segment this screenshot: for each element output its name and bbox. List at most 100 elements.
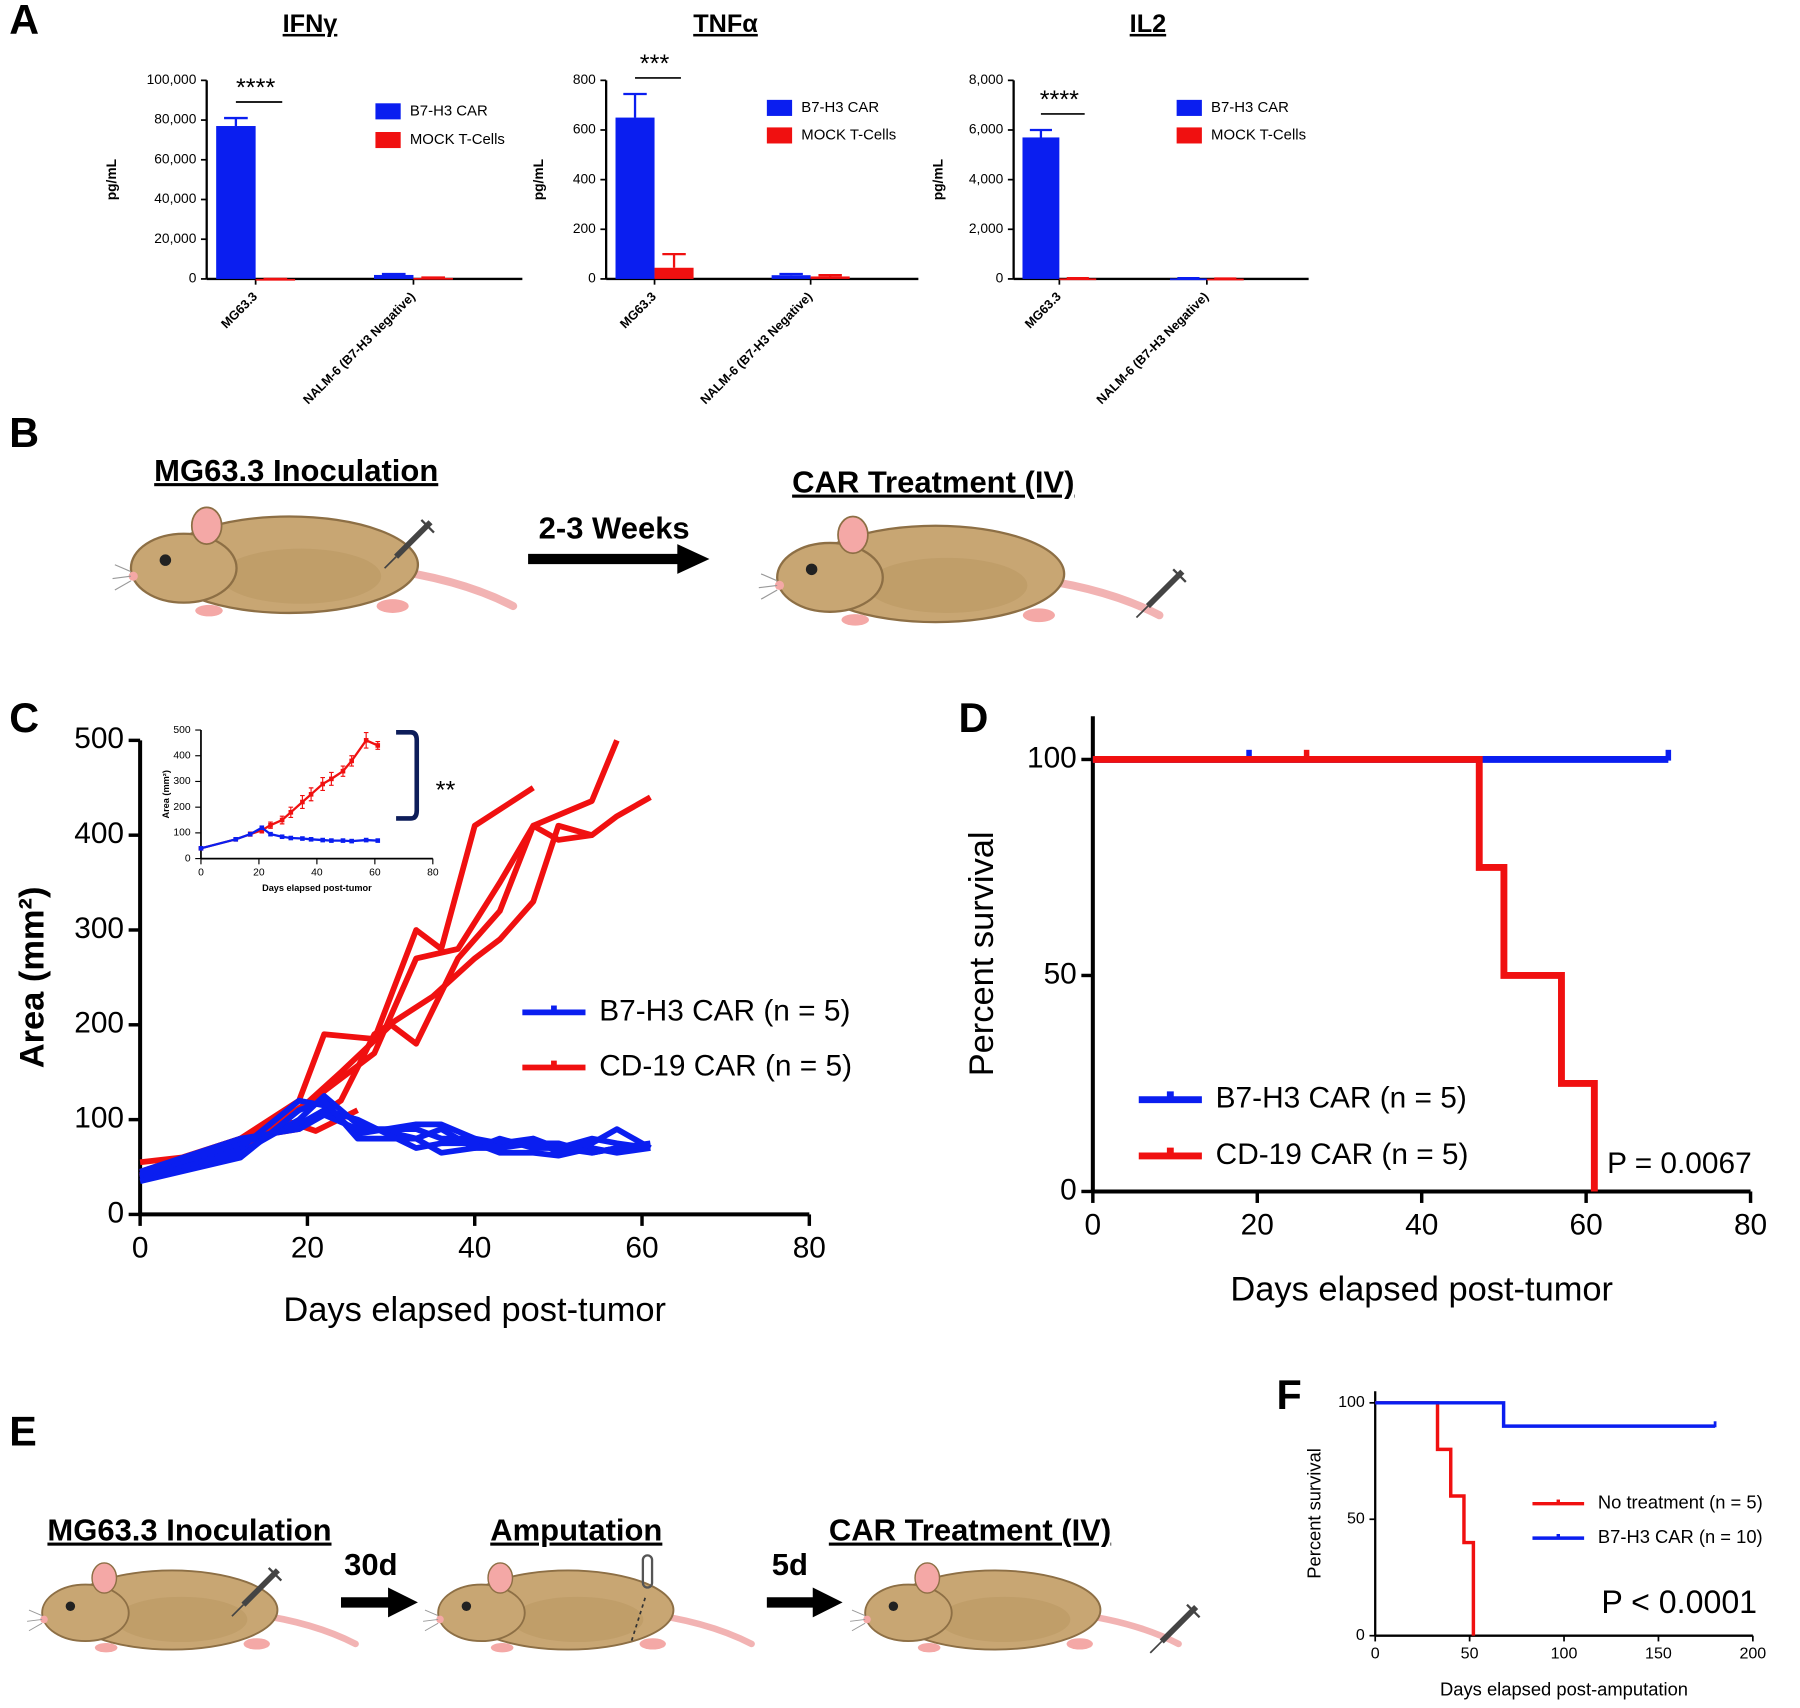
point-marker bbox=[340, 768, 346, 774]
step-label: Amputation bbox=[490, 1513, 662, 1548]
mouse-illustration bbox=[27, 1563, 355, 1652]
arrow-label: 30d bbox=[344, 1547, 397, 1582]
y-tick-label: 8,000 bbox=[969, 72, 1004, 87]
p-value: P < 0.0001 bbox=[1601, 1584, 1757, 1620]
legend-swatch bbox=[766, 127, 793, 144]
panel-label: E bbox=[9, 1409, 37, 1455]
y-tick-label: 50 bbox=[1044, 957, 1077, 990]
x-tick-label: 80 bbox=[1734, 1209, 1767, 1242]
y-tick-label: 60,000 bbox=[154, 151, 196, 166]
y-tick-label: 400 bbox=[74, 817, 124, 850]
panel-label: D bbox=[959, 695, 989, 741]
significance-bracket bbox=[396, 730, 420, 821]
y-tick-label: 500 bbox=[173, 725, 190, 736]
point-marker bbox=[247, 831, 253, 837]
legend-label: B7-H3 CAR bbox=[801, 99, 879, 116]
x-axis-label: Days elapsed post-tumor bbox=[283, 1291, 666, 1329]
y-tick-label: 6,000 bbox=[969, 122, 1004, 137]
legend-swatch bbox=[766, 99, 793, 116]
error-bar bbox=[818, 274, 842, 277]
x-tick-label: 20 bbox=[291, 1232, 324, 1265]
legend-label: CD-19 CAR (n = 5) bbox=[1216, 1138, 1469, 1171]
y-tick-label: 500 bbox=[74, 722, 124, 755]
chart-title: IFNγ bbox=[283, 10, 338, 38]
arrow-head bbox=[812, 1587, 843, 1618]
point-marker bbox=[259, 825, 265, 831]
bar bbox=[810, 276, 850, 279]
y-tick-label: 0 bbox=[1060, 1173, 1077, 1206]
legend-label: MOCK T-Cells bbox=[801, 126, 896, 143]
y-tick-label: 0 bbox=[107, 1196, 124, 1229]
point-marker bbox=[308, 837, 314, 842]
x-tick-label: 150 bbox=[1645, 1645, 1672, 1663]
x-tick-label: 0 bbox=[1371, 1645, 1380, 1663]
x-tick-label: 0 bbox=[198, 867, 204, 878]
y-tick-label: 2,000 bbox=[969, 221, 1004, 236]
panel-label: A bbox=[9, 0, 39, 43]
y-axis-label: pg/mL bbox=[931, 159, 946, 200]
point-marker bbox=[363, 738, 369, 743]
point-marker bbox=[320, 781, 325, 787]
point-marker bbox=[198, 846, 204, 851]
error-bar bbox=[381, 272, 406, 276]
arrow-label: 2-3 Weeks bbox=[539, 510, 690, 545]
survival-curve bbox=[1375, 1401, 1716, 1428]
bar bbox=[1022, 137, 1060, 279]
chart-title: TNFα bbox=[693, 10, 758, 38]
x-tick-label: 50 bbox=[1461, 1645, 1479, 1663]
survival-curve bbox=[1375, 1401, 1476, 1636]
y-tick-label: 100 bbox=[173, 828, 190, 839]
x-tick-label: 60 bbox=[1570, 1209, 1603, 1242]
mouse-line bbox=[139, 739, 620, 1180]
y-axis-label: Percent survival bbox=[963, 831, 1001, 1076]
arrow-label: 5d bbox=[772, 1547, 808, 1582]
x-tick-label: 0 bbox=[1085, 1209, 1102, 1242]
legend-label: B7-H3 CAR (n = 10) bbox=[1598, 1526, 1763, 1547]
y-tick-label: 600 bbox=[573, 122, 596, 137]
bar bbox=[615, 117, 655, 279]
y-tick-label: 80,000 bbox=[154, 112, 196, 127]
bar bbox=[654, 267, 694, 279]
point-marker bbox=[288, 835, 294, 841]
point-marker bbox=[329, 776, 334, 782]
point-marker bbox=[320, 837, 325, 843]
step-label: CAR Treatment (IV) bbox=[829, 1513, 1111, 1548]
y-tick-label: 100,000 bbox=[147, 72, 197, 87]
x-tick-label: 100 bbox=[1551, 1645, 1578, 1663]
mouse-illustration bbox=[423, 1563, 751, 1652]
x-tick-label: NALM-6 (B7-H3 Negative) bbox=[301, 290, 418, 407]
significance-label: **** bbox=[236, 74, 275, 102]
x-tick-label: 40 bbox=[1405, 1209, 1438, 1242]
y-tick-label: 0 bbox=[185, 853, 191, 864]
x-tick-label: MG63.3 bbox=[1022, 290, 1064, 332]
cut-line bbox=[630, 1597, 646, 1642]
x-tick-label: 20 bbox=[1241, 1209, 1274, 1242]
y-axis-label: Area (mm²) bbox=[14, 887, 52, 1069]
error-bar bbox=[224, 116, 248, 127]
y-axis-label: Area (mm²) bbox=[161, 770, 171, 818]
legend-swatch bbox=[375, 132, 401, 149]
error-bar bbox=[1029, 128, 1052, 138]
legend-swatch bbox=[1176, 127, 1202, 144]
point-marker bbox=[268, 831, 273, 837]
point-marker bbox=[308, 792, 314, 797]
bar bbox=[216, 126, 256, 279]
point-marker bbox=[329, 838, 334, 843]
panel-label: B bbox=[9, 410, 39, 456]
mouse-illustration bbox=[850, 1563, 1178, 1652]
x-axis-label: Days elapsed post-tumor bbox=[262, 883, 372, 893]
chart-title: IL2 bbox=[1130, 10, 1166, 38]
y-tick-label: 0 bbox=[189, 271, 197, 286]
y-tick-label: 100 bbox=[1027, 741, 1077, 774]
y-tick-label: 100 bbox=[74, 1101, 124, 1134]
point-marker bbox=[340, 838, 346, 843]
point-marker bbox=[259, 828, 265, 833]
x-axis-label: Days elapsed post-tumor bbox=[1230, 1270, 1613, 1308]
bar bbox=[413, 277, 453, 280]
mouse-illustration bbox=[759, 517, 1160, 626]
x-tick-label: 60 bbox=[369, 867, 381, 878]
error-bar bbox=[623, 92, 647, 118]
point-marker bbox=[300, 799, 305, 805]
y-tick-label: 800 bbox=[573, 72, 596, 87]
bar bbox=[771, 275, 811, 279]
